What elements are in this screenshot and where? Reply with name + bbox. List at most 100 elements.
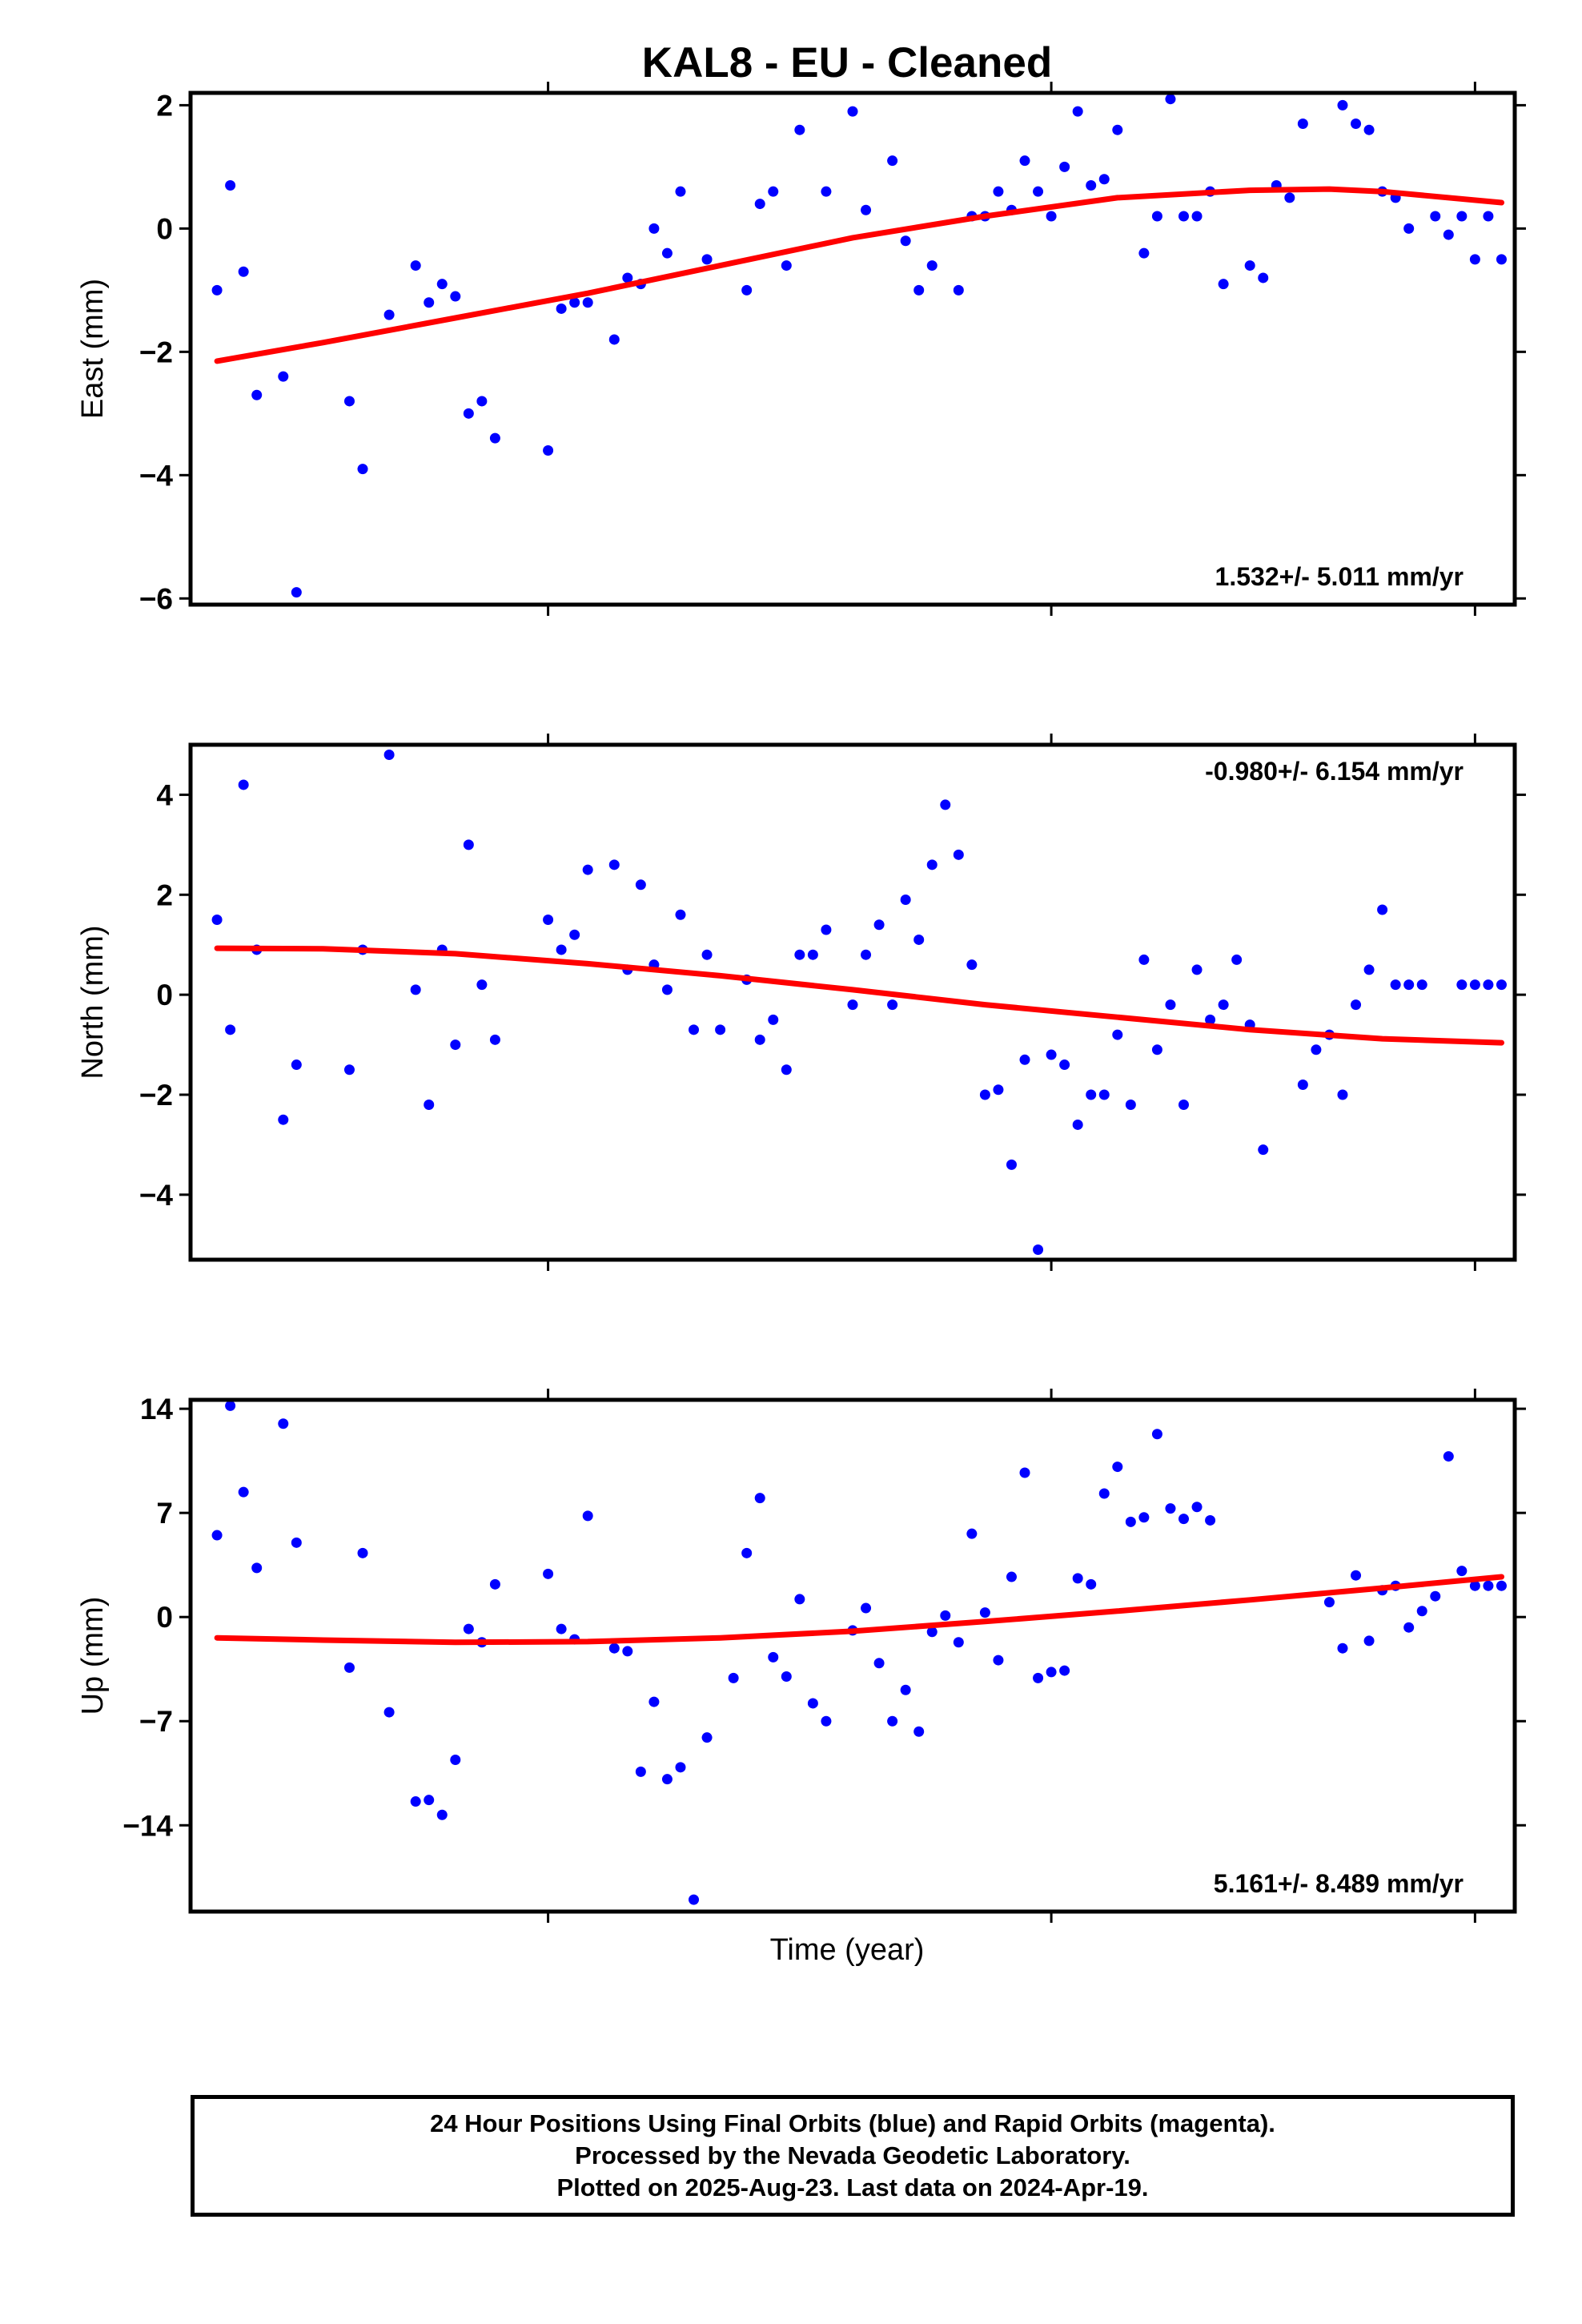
up-data-point: [1443, 1451, 1454, 1462]
north-plot-frame: [188, 742, 1517, 1262]
up-data-point: [343, 1662, 355, 1673]
up-data-point: [689, 1894, 700, 1905]
north-data-point: [238, 779, 249, 790]
north-data-point: [1178, 1099, 1189, 1110]
north-data-point: [1469, 979, 1480, 991]
north-data-point: [926, 859, 938, 870]
north-data-point: [689, 1024, 700, 1035]
north-data-point: [1205, 1014, 1216, 1025]
east-data-point: [1072, 106, 1083, 117]
east-data-point: [1151, 211, 1162, 222]
north-data-point: [1191, 964, 1203, 975]
east-data-point: [424, 297, 435, 308]
east-data-point: [463, 408, 474, 419]
up-data-point: [1416, 1606, 1427, 1617]
north-data-point: [1390, 979, 1401, 991]
north-data-point: [1086, 1089, 1097, 1100]
east-data-point: [1059, 161, 1070, 172]
north-data-point: [1019, 1054, 1030, 1065]
north-data-point: [993, 1084, 1004, 1096]
north-ytick-label: 2: [156, 879, 173, 911]
north-data-point: [1059, 1059, 1070, 1071]
north-data-point: [821, 924, 832, 935]
east-data-point: [343, 396, 355, 407]
up-data-point: [436, 1809, 448, 1820]
up-panel: 14 7 0 −7 −14 Up (mm) 5.161+/- 8.489 mm/yr: [76, 1389, 1526, 1923]
up-data-point: [463, 1623, 474, 1634]
north-data-point: [940, 799, 951, 810]
up-data-point: [556, 1623, 567, 1634]
up-data-point: [754, 1493, 765, 1504]
east-data-point: [383, 309, 395, 320]
east-ytick-label: −4: [139, 459, 174, 492]
up-data-point: [1112, 1462, 1123, 1473]
up-data-point: [1138, 1512, 1150, 1523]
north-ytick-label: −4: [139, 1179, 174, 1212]
north-data-point: [424, 1099, 435, 1110]
east-data-point: [489, 432, 500, 444]
east-data-point: [781, 260, 792, 271]
east-data-point: [251, 389, 263, 400]
east-data-point: [1086, 179, 1097, 191]
east-data-point: [953, 284, 964, 296]
north-data-point: [383, 749, 395, 760]
north-data-point: [1297, 1080, 1308, 1091]
up-data-point: [1323, 1597, 1335, 1608]
east-data-point: [582, 297, 593, 308]
up-data-point: [1456, 1566, 1468, 1577]
east-data-point: [913, 284, 925, 296]
up-data-point: [211, 1530, 223, 1541]
up-data-point: [622, 1646, 633, 1657]
north-data-point: [1072, 1119, 1083, 1130]
footer-line-3: Plotted on 2025-Aug-23. Last data on 202…: [556, 2173, 1149, 2201]
north-data-point: [476, 979, 488, 991]
east-data-point: [1258, 272, 1269, 283]
north-data-point: [807, 949, 818, 960]
north-data-point: [1112, 1029, 1123, 1040]
up-data-point: [1337, 1642, 1348, 1654]
chart-title: KAL8 - EU - Cleaned: [642, 39, 1052, 86]
east-ytick-label: 2: [156, 89, 173, 122]
east-ytick-label: 0: [156, 212, 173, 245]
north-data-point: [754, 1034, 765, 1045]
north-fit-line: [214, 945, 1504, 1046]
up-data-point: [608, 1642, 620, 1654]
up-data-point: [410, 1796, 421, 1807]
up-data-point: [701, 1732, 713, 1743]
east-data-point: [754, 199, 765, 210]
north-data-point: [1218, 999, 1229, 1011]
north-rate-label: -0.980+/- 6.154 mm/yr: [1205, 757, 1464, 786]
up-data-point: [821, 1715, 832, 1727]
up-rate-label: 5.161+/- 8.489 mm/yr: [1214, 1869, 1464, 1898]
up-data-point: [278, 1418, 289, 1429]
east-ytick-label: −6: [139, 582, 173, 615]
east-data-point: [450, 291, 461, 302]
up-data-point: [940, 1610, 951, 1621]
up-data-point: [1086, 1578, 1097, 1590]
up-data-point: [648, 1696, 660, 1707]
east-data-point: [1430, 211, 1441, 222]
north-data-point: [768, 1014, 779, 1025]
east-data-point: [211, 284, 223, 296]
x-axis-label: Time (year): [770, 1933, 925, 1967]
north-data-point: [556, 944, 567, 955]
up-data-point: [794, 1594, 805, 1605]
north-data-point: [715, 1024, 726, 1035]
east-data-point: [1178, 211, 1189, 222]
up-data-point: [1165, 1503, 1176, 1514]
up-data-point: [1046, 1667, 1057, 1678]
up-data-point: [1125, 1516, 1136, 1527]
up-ytick-label: 0: [156, 1601, 173, 1634]
east-plot-frame: [188, 90, 1517, 607]
north-data-point: [1138, 954, 1150, 965]
east-data-point: [1244, 260, 1255, 271]
north-data-point: [1258, 1144, 1269, 1156]
north-data-point: [1151, 1044, 1162, 1055]
north-data-point: [489, 1034, 500, 1045]
north-data-point: [1496, 979, 1507, 991]
up-plot-frame: [188, 1397, 1517, 1914]
north-data-point: [463, 839, 474, 850]
east-data-point: [291, 587, 302, 598]
up-data-point: [1483, 1580, 1494, 1591]
